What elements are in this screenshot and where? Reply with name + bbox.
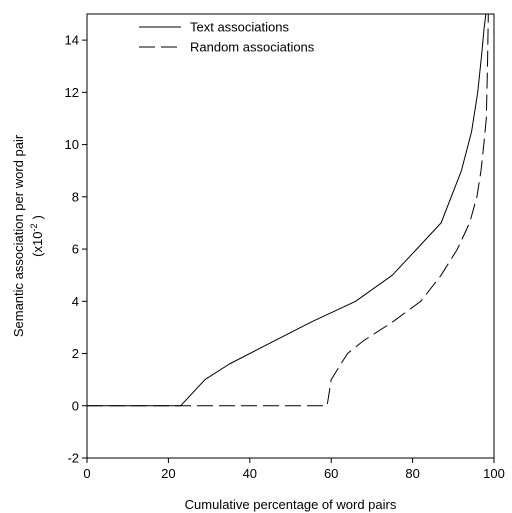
y-tick-label: 12 (65, 85, 79, 100)
x-tick-label: 20 (161, 466, 175, 481)
y-tick-label: 0 (72, 398, 79, 413)
x-tick-label: 40 (243, 466, 257, 481)
y-tick-label: 14 (65, 33, 79, 48)
y-axis-title-line1: Semantic association per word pair (11, 134, 26, 337)
y-axis-title-exponent: -2 (29, 224, 39, 232)
y-axis-title-prefix: (x10 (30, 232, 45, 257)
series-line-text-associations (87, 13, 487, 407)
legend-label: Text associations (190, 20, 289, 35)
series-lines (87, 13, 489, 407)
x-tick-label: 100 (483, 466, 505, 481)
x-tick-label: 60 (324, 466, 338, 481)
axis-ticks (82, 39, 495, 463)
y-tick-label: 8 (72, 189, 79, 204)
y-tick-label: 2 (72, 346, 79, 361)
y-tick-label: -2 (67, 451, 79, 466)
x-tick-label: 80 (405, 466, 419, 481)
x-axis-title: Cumulative percentage of word pairs (185, 497, 397, 512)
series-line-random-associations (87, 13, 489, 407)
y-axis-title-line2: (x10-2) (29, 215, 45, 257)
y-tick-label: 6 (72, 242, 79, 257)
y-axis-title: Semantic association per word pair (x10-… (11, 134, 45, 337)
y-axis-title-suffix: ) (30, 215, 45, 219)
axis-tick-labels: 0 20 40 60 80 100 -2 0 2 4 6 8 10 12 14 (65, 33, 505, 481)
legend: Text associations Random associations (139, 20, 315, 55)
x-tick-label: 0 (83, 466, 90, 481)
legend-label: Random associations (190, 40, 315, 55)
y-tick-label: 4 (72, 294, 79, 309)
plot-frame (86, 13, 495, 459)
y-tick-label: 10 (65, 137, 79, 152)
